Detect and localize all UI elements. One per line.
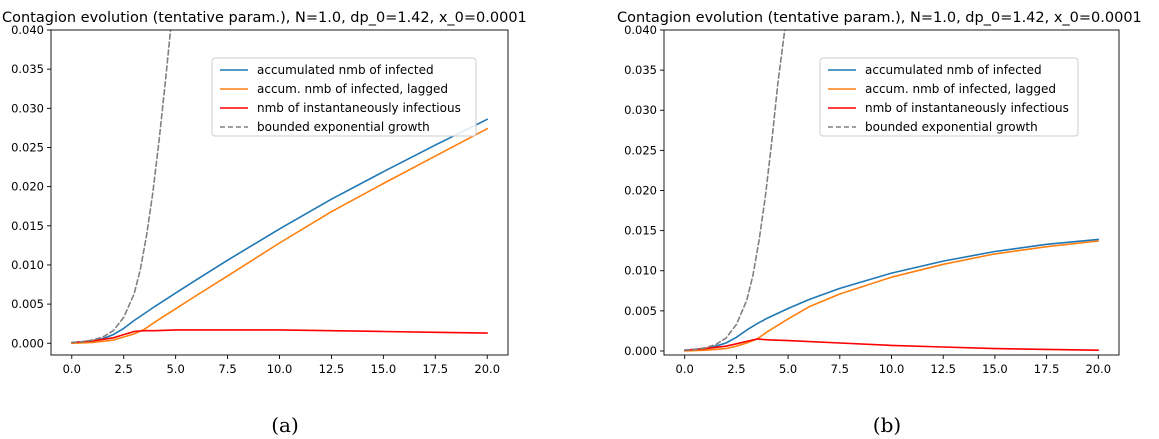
y-tick-label: 0.035 bbox=[11, 62, 44, 76]
series-line-0 bbox=[683, 238, 1100, 352]
legend: accumulated nmb of infected accum. nmb of… bbox=[211, 57, 477, 137]
x-tick-label: 15.0 bbox=[371, 362, 397, 376]
y-tick-label: 0.030 bbox=[624, 103, 657, 117]
series-line-2 bbox=[683, 338, 1100, 352]
x-tick-label: 0.0 bbox=[63, 362, 81, 376]
legend-label-1: accum. nmb of infected, lagged bbox=[865, 82, 1056, 96]
figure-caption: (a) bbox=[271, 413, 299, 437]
legend: accumulated nmb of infected accum. nmb of… bbox=[819, 57, 1079, 137]
series-group bbox=[71, 30, 489, 345]
y-tick-label: 0.035 bbox=[624, 63, 657, 77]
legend-label-2: nmb of instantaneously infectious bbox=[257, 101, 461, 115]
x-tick-label: 20.0 bbox=[474, 362, 500, 376]
y-tick-label: 0.000 bbox=[624, 344, 657, 358]
y-tick-label: 0.030 bbox=[11, 101, 44, 115]
y-tick-label: 0.015 bbox=[11, 219, 44, 233]
series-line-0 bbox=[71, 118, 489, 344]
x-tick-label: 2.5 bbox=[115, 362, 133, 376]
x-tick-label: 15.0 bbox=[982, 362, 1008, 376]
x-tick-label: 10.0 bbox=[879, 362, 905, 376]
y-tick-label: 0.025 bbox=[624, 143, 657, 157]
x-tick-label: 2.5 bbox=[727, 362, 745, 376]
legend-label-3: bounded exponential growth bbox=[257, 120, 430, 134]
legend-label-0: accumulated nmb of infected bbox=[257, 63, 434, 77]
x-tick-label: 7.5 bbox=[218, 362, 236, 376]
x-tick-label: 12.5 bbox=[930, 362, 956, 376]
y-tick-label: 0.010 bbox=[11, 258, 44, 272]
y-tick-label: 0.005 bbox=[11, 297, 44, 311]
legend-label-2: nmb of instantaneously infectious bbox=[865, 101, 1069, 115]
x-tick-label: 12.5 bbox=[319, 362, 345, 376]
y-tick-label: 0.005 bbox=[624, 304, 657, 318]
y-tick-label: 0.025 bbox=[11, 140, 44, 154]
y-tick-label: 0.000 bbox=[11, 336, 44, 350]
chart-title: Contagion evolution (tentative param.), … bbox=[617, 10, 1142, 26]
series-group bbox=[683, 30, 1100, 352]
x-tick-label: 20.0 bbox=[1086, 362, 1112, 376]
series-line-2 bbox=[71, 329, 489, 344]
y-tick-label: 0.020 bbox=[11, 180, 44, 194]
x-tick-label: 17.5 bbox=[1034, 362, 1060, 376]
x-tick-label: 5.0 bbox=[779, 362, 797, 376]
y-tick-label: 0.040 bbox=[624, 23, 657, 37]
x-tick-label: 17.5 bbox=[422, 362, 448, 376]
legend-label-0: accumulated nmb of infected bbox=[865, 63, 1042, 77]
chart-panel-a: Contagion evolution (tentative param.), … bbox=[2, 10, 527, 437]
y-tick-label: 0.040 bbox=[11, 23, 44, 37]
legend-box bbox=[211, 57, 477, 137]
series-line-3 bbox=[683, 30, 786, 352]
x-tick-label: 0.0 bbox=[676, 362, 694, 376]
legend-box bbox=[819, 57, 1079, 137]
series-line-1 bbox=[683, 240, 1100, 352]
y-tick-label: 0.010 bbox=[624, 264, 657, 278]
legend-label-1: accum. nmb of infected, lagged bbox=[257, 82, 448, 96]
chart-title: Contagion evolution (tentative param.), … bbox=[2, 10, 527, 26]
series-line-3 bbox=[71, 30, 172, 344]
series-line-1 bbox=[71, 127, 489, 345]
y-tick-label: 0.015 bbox=[624, 224, 657, 238]
figure-caption: (b) bbox=[873, 413, 901, 437]
x-tick-label: 5.0 bbox=[166, 362, 184, 376]
x-tick-label: 10.0 bbox=[267, 362, 293, 376]
y-tick-label: 0.020 bbox=[624, 183, 657, 197]
x-tick-label: 7.5 bbox=[831, 362, 849, 376]
legend-label-3: bounded exponential growth bbox=[865, 120, 1038, 134]
chart-panel-b: Contagion evolution (tentative param.), … bbox=[617, 10, 1142, 437]
